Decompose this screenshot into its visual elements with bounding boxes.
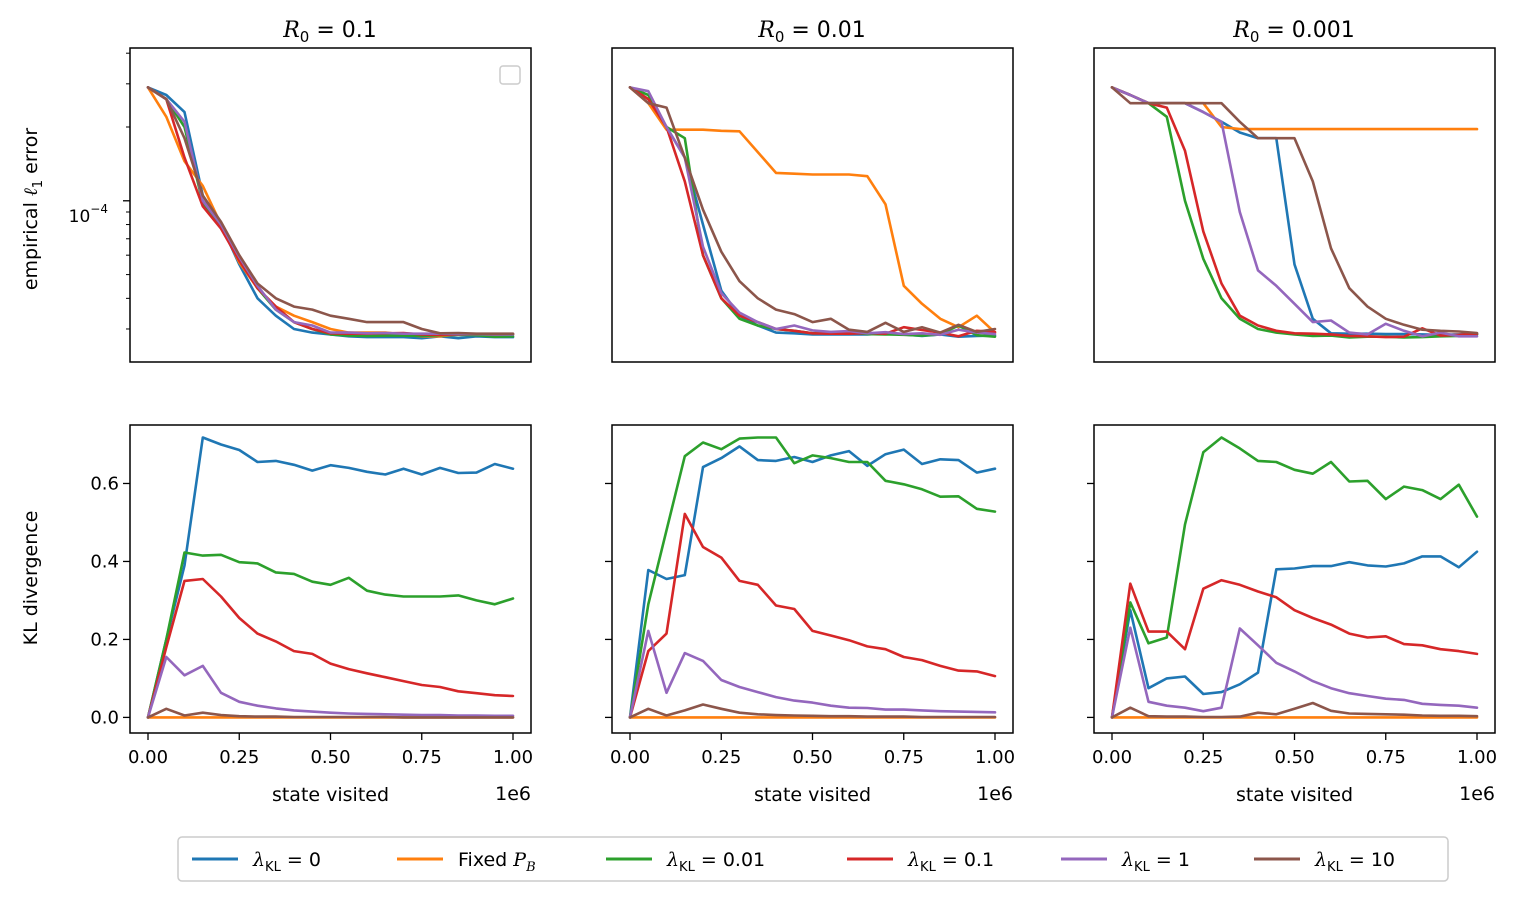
xtick-label-bottom-r0-0-001-3: 0.75 [1366, 747, 1406, 768]
xtick-label-bottom-r0-0-01-2: 0.50 [792, 747, 832, 768]
ytick-label-bottom-r0-0-1-2: 0.4 [90, 551, 119, 572]
xtick-label-bottom-r0-0-01-1: 0.25 [701, 747, 741, 768]
legend-frame [177, 836, 1449, 882]
column-title-2: R0 = 0.01 [757, 18, 866, 46]
series-top-r0-0-01-1 [628, 86, 997, 334]
xtick-label-bottom-r0-0-01-4: 1.00 [975, 747, 1015, 768]
legend: λKL = 0 Fixed PB λKL = 0.01 λKL = 0.1 λK… [177, 836, 1449, 882]
panel-top-r0-0-1 [123, 47, 532, 363]
axes-frame-top-r0-0-001 [1093, 47, 1496, 363]
legend-label-lambda-0-1: λKL = 0.1 [907, 849, 994, 875]
ytick-label-bottom-r0-0-1-0: 0.0 [90, 707, 119, 728]
legend-item-lambda-0: λKL = 0 [192, 849, 321, 875]
legend-label-fixed-pb: Fixed PB [458, 849, 536, 875]
panel-bottom-r0-0-1: 0.0 0.2 0.4 0.6 0.00 0.25 0.50 0.75 1.00 state vi… [90, 424, 533, 806]
xtick-label-bottom-r0-0-01-3: 0.75 [884, 747, 924, 768]
series-top-r0-0-01-5 [628, 86, 997, 334]
xtick-label-bottom-r0-0-001-1: 0.25 [1183, 747, 1223, 768]
panel-top-r0-0-001 [1093, 47, 1496, 363]
xtick-label-bottom-r0-0-1-3: 0.75 [402, 747, 442, 768]
legend-item-fixed-pb: Fixed PB [397, 849, 536, 875]
series-bottom-r0-0-001-3 [1110, 578, 1479, 719]
series-top-r0-0-001-5 [1110, 86, 1479, 335]
xtick-label-bottom-r0-0-001-0: 0.00 [1092, 747, 1132, 768]
series-bottom-r0-0-001-2 [1110, 436, 1479, 719]
series-bottom-r0-0-001-0 [1110, 550, 1479, 719]
xlabel-bottom-r0-0-1: state visited [272, 784, 389, 806]
legend-label-lambda-0: λKL = 0 [252, 849, 321, 875]
empty-legend-box [499, 65, 521, 85]
xtick-label-bottom-r0-0-001-2: 0.50 [1274, 747, 1314, 768]
top-ylabel: empirical ℓ1 error [20, 128, 46, 290]
column-title-3: R0 = 0.001 [1232, 18, 1355, 46]
xtick-label-bottom-r0-0-1-4: 1.00 [493, 747, 533, 768]
series-bottom-r0-0-1-3 [146, 577, 515, 719]
series-bottom-r0-0-01-5 [628, 703, 997, 719]
series-top-r0-0-01-4 [628, 86, 997, 337]
series-bottom-r0-0-01-2 [628, 436, 997, 719]
panel-bottom-r0-0-001: 0.00 0.25 0.50 0.75 1.00 state visited 1e6 [1087, 424, 1497, 806]
series-bottom-r0-0-1-4 [146, 655, 515, 719]
legend-label-lambda-0-01: λKL = 0.01 [666, 849, 765, 875]
xtick-label-bottom-r0-0-001-4: 1.00 [1457, 747, 1497, 768]
bottom-ylabel: KL divergence [20, 511, 42, 646]
series-bottom-r0-0-1-2 [146, 551, 515, 719]
series-bottom-r0-0-01-0 [628, 445, 997, 719]
legend-item-lambda-1: λKL = 1 [1061, 849, 1190, 875]
x-offset-label-bottom-r0-0-01: 1e6 [977, 783, 1013, 805]
legend-item-lambda-0-1: λKL = 0.1 [847, 849, 994, 875]
axes-frame-top-r0-0-1 [129, 47, 532, 363]
xlabel-bottom-r0-0-01: state visited [754, 784, 871, 806]
x-offset-label-bottom-r0-0-1: 1e6 [495, 783, 531, 805]
xtick-label-bottom-r0-0-1-0: 0.00 [128, 747, 168, 768]
legend-label-lambda-10: λKL = 10 [1314, 849, 1395, 875]
legend-item-lambda-0-01: λKL = 0.01 [606, 849, 765, 875]
xtick-label-bottom-r0-0-1-2: 0.50 [310, 747, 350, 768]
xlabel-bottom-r0-0-001: state visited [1236, 784, 1353, 806]
series-top-r0-0-1-5 [146, 86, 515, 336]
series-bottom-r0-0-1-5 [146, 707, 515, 719]
series-top-r0-0-001-3 [1110, 86, 1479, 339]
xtick-label-bottom-r0-0-1-1: 0.25 [219, 747, 259, 768]
top-ytick-label: 10−4 [69, 202, 108, 227]
ytick-label-bottom-r0-0-1-3: 0.6 [90, 473, 119, 494]
panel-bottom-r0-0-01: 0.00 0.25 0.50 0.75 1.00 state visited 1e6 [605, 424, 1015, 806]
legend-label-lambda-1: λKL = 1 [1121, 849, 1190, 875]
legend-item-lambda-10: λKL = 10 [1254, 849, 1395, 875]
x-offset-label-bottom-r0-0-001: 1e6 [1459, 783, 1495, 805]
panel-top-r0-0-01 [611, 47, 1014, 363]
series-bottom-r0-0-01-4 [628, 629, 997, 719]
series-bottom-r0-0-001-5 [1110, 701, 1479, 719]
series-bottom-r0-0-01-3 [628, 512, 997, 719]
axes-frame-top-r0-0-01 [611, 47, 1014, 363]
series-bottom-r0-0-1-0 [146, 436, 515, 719]
series-bottom-r0-0-001-4 [1110, 626, 1479, 719]
column-title-1: R0 = 0.1 [282, 18, 377, 46]
ytick-label-bottom-r0-0-1-1: 0.2 [90, 629, 119, 650]
xtick-label-bottom-r0-0-01-0: 0.00 [610, 747, 650, 768]
panels: 0.0 0.2 0.4 0.6 0.00 0.25 0.50 0.75 1.00 state vi… [90, 47, 1497, 806]
